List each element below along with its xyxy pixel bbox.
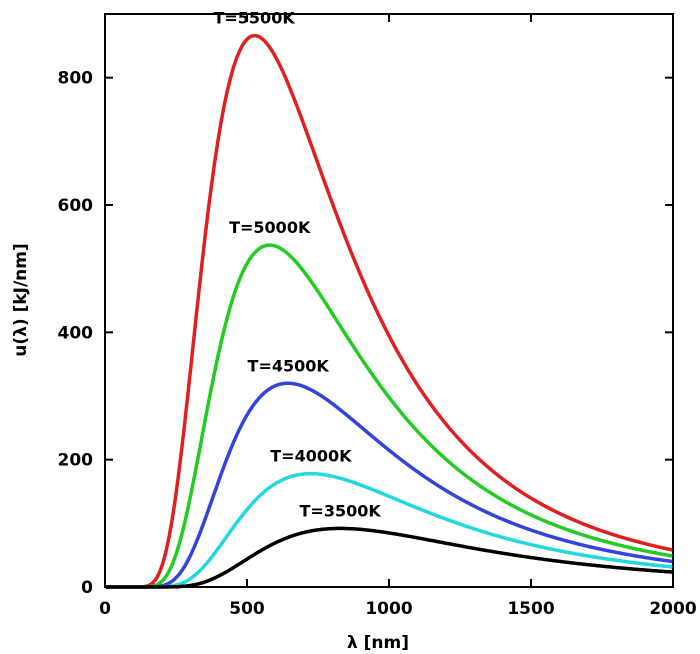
axis-ticks: 0 500 1000 1500 2000 0 200 400 600 800	[58, 14, 697, 619]
y-axis-label: u(λ) [kJ/nm]	[11, 243, 31, 357]
y-tick-label: 400	[58, 323, 94, 343]
x-tick-label: 1000	[365, 599, 412, 619]
x-tick-label: 500	[229, 599, 265, 619]
series-label-4000: T=4000K	[270, 447, 352, 466]
series-label-5500: T=5500K	[213, 9, 295, 28]
series-curves	[104, 33, 674, 589]
series-label-5000: T=5000K	[229, 218, 311, 237]
y-tick-label: 200	[58, 451, 94, 471]
x-tick-label: 0	[99, 599, 111, 619]
series-labels: T=5500K T=5000K T=4500K T=4000K T=3500K	[213, 9, 381, 521]
series-line-5500	[104, 33, 674, 589]
y-tick-label: 800	[58, 69, 94, 89]
y-tick-label: 0	[81, 578, 93, 598]
x-axis-label: λ [nm]	[347, 633, 409, 653]
series-line-5000	[104, 243, 674, 589]
series-line-4000	[104, 471, 674, 589]
y-tick-label: 600	[58, 196, 94, 216]
series-label-4500: T=4500K	[248, 356, 330, 375]
x-tick-label: 1500	[507, 599, 554, 619]
series-line-3500	[104, 526, 674, 589]
series-line-4500	[104, 381, 674, 589]
series-label-3500: T=3500K	[300, 501, 382, 520]
x-tick-label: 2000	[649, 599, 696, 619]
